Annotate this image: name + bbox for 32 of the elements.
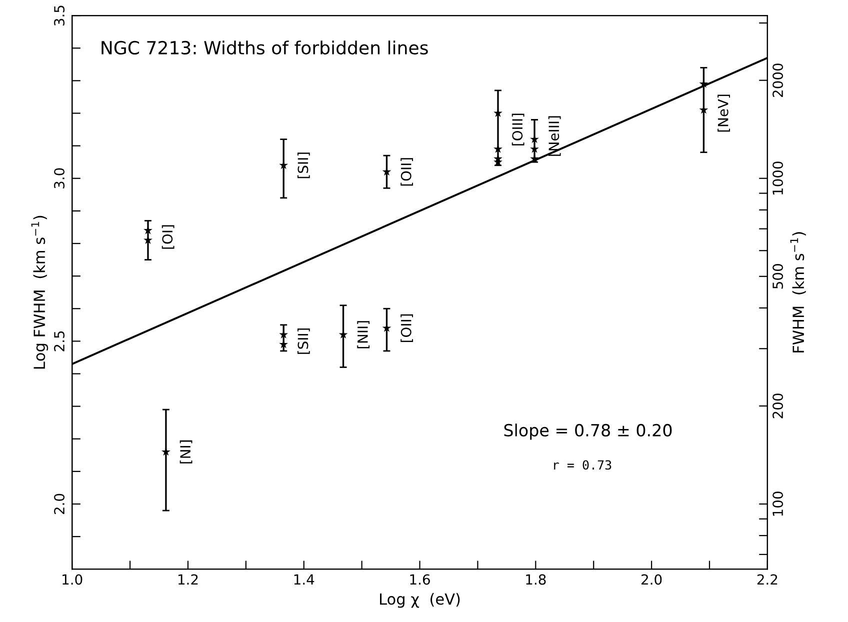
annotation: [NII] xyxy=(357,321,370,348)
y2-axis-title: FWHM (km s$^{−1}$) xyxy=(790,232,806,352)
y2-tick-label: 100 xyxy=(772,492,784,516)
annotation: [OIII] xyxy=(512,114,524,146)
text: NGC 7213: Widths of forbidden lines xyxy=(102,40,428,55)
x-tick-label: 2.2 xyxy=(757,574,778,585)
x-tick-label: 2.0 xyxy=(642,574,662,585)
y-tick-label: 2.0 xyxy=(54,494,65,514)
x-tick-label: 1.2 xyxy=(178,574,198,585)
y2-tick-label: 2000 xyxy=(772,64,784,97)
x-tick-label: 1.0 xyxy=(62,574,82,585)
annotation: [NeIII] xyxy=(548,116,561,156)
annotation: [OII] xyxy=(400,314,414,342)
annotation: Slope = 0.78 ± 0.20 xyxy=(504,424,672,440)
y2-tick-label: 1000 xyxy=(772,162,784,195)
x-axis-title: Log χ (eV) xyxy=(380,593,460,608)
y-tick-label: 3.5 xyxy=(54,6,65,26)
x-tick-label: 1.4 xyxy=(294,574,314,585)
x-tick-label: 1.8 xyxy=(526,574,546,585)
y-tick-label: 3.0 xyxy=(54,168,65,188)
annotation: r = 0.73 xyxy=(554,460,612,470)
annotation: [SII] xyxy=(297,328,310,354)
annotation: [SII] xyxy=(297,152,310,178)
y2-tick-label: 500 xyxy=(772,264,784,289)
x-tick-label: 1.6 xyxy=(410,574,430,585)
y-tick-label: 2.5 xyxy=(54,331,65,352)
annotation: [NI] xyxy=(180,440,192,464)
annotation: [OI] xyxy=(162,225,174,249)
annotation: [NeV] xyxy=(718,94,730,132)
y2-tick-label: 200 xyxy=(772,394,784,418)
annotation: [OII] xyxy=(400,158,414,186)
y-axis-title: Log FWHM (km s$^{−1}$) xyxy=(31,216,48,369)
